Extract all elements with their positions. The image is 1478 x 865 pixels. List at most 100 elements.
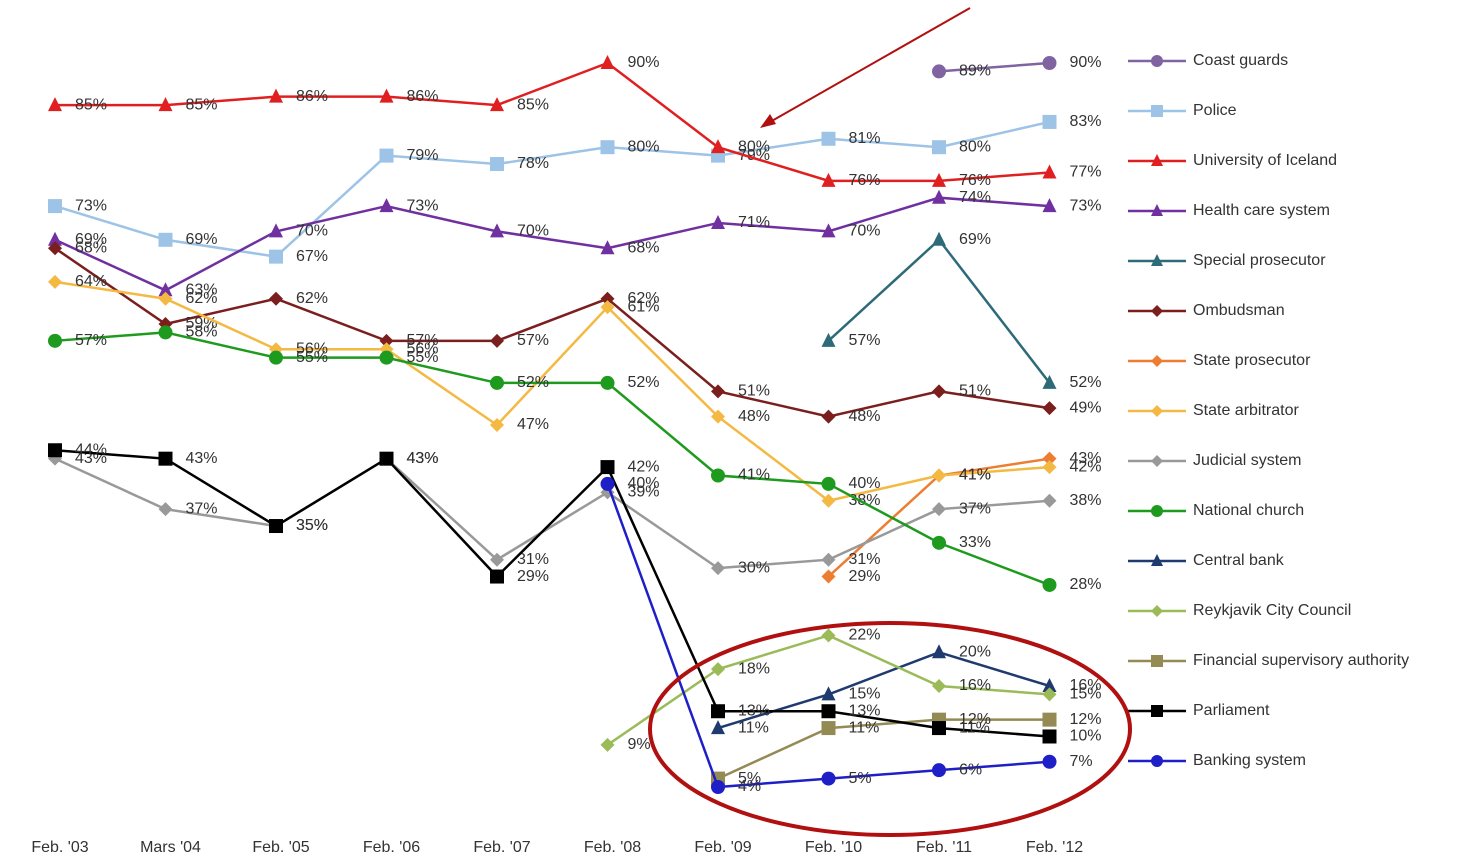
series-line bbox=[54, 120, 1050, 258]
marker bbox=[1042, 198, 1057, 213]
marker bbox=[711, 780, 725, 794]
marker bbox=[269, 519, 283, 534]
data-label: 56% bbox=[407, 340, 439, 357]
data-label: 70% bbox=[296, 223, 328, 240]
data-label: 76% bbox=[849, 172, 881, 189]
marker bbox=[600, 460, 615, 475]
marker bbox=[711, 662, 725, 677]
marker bbox=[490, 333, 504, 348]
legend-item: Reykjavik City Council bbox=[1128, 602, 1351, 619]
marker bbox=[1042, 712, 1057, 727]
data-label: 31% bbox=[517, 551, 549, 568]
marker bbox=[821, 223, 836, 238]
marker bbox=[600, 291, 615, 306]
data-label: 52% bbox=[517, 374, 549, 391]
data-label: 57% bbox=[849, 332, 881, 349]
marker bbox=[711, 704, 725, 719]
data-label: 6% bbox=[959, 761, 982, 778]
data-label: 64% bbox=[75, 273, 107, 290]
marker bbox=[1042, 114, 1057, 129]
data-label: 35% bbox=[296, 517, 328, 534]
data-label: 79% bbox=[407, 147, 439, 164]
data-label: 51% bbox=[738, 383, 770, 400]
data-label: 43% bbox=[407, 450, 439, 467]
marker bbox=[821, 552, 836, 567]
marker bbox=[269, 249, 283, 264]
x-tick-label: Feb. '08 bbox=[584, 839, 641, 856]
data-label: 42% bbox=[628, 458, 660, 475]
legend-label: Reykjavik City Council bbox=[1193, 602, 1351, 619]
legend-label: Financial supervisory authority bbox=[1193, 652, 1409, 669]
data-label: 43% bbox=[1070, 450, 1102, 467]
marker bbox=[158, 451, 173, 466]
data-label: 38% bbox=[1070, 492, 1102, 509]
data-label: 55% bbox=[296, 349, 328, 366]
legend-label: Special prosecutor bbox=[1193, 252, 1326, 269]
marker bbox=[1042, 451, 1057, 466]
data-label: 13% bbox=[738, 702, 770, 719]
data-label: 85% bbox=[75, 96, 107, 113]
data-label: 43% bbox=[186, 450, 218, 467]
data-label: 5% bbox=[738, 770, 761, 787]
data-label: 51% bbox=[959, 383, 991, 400]
data-label: 47% bbox=[517, 416, 549, 433]
legend-label: Central bank bbox=[1193, 552, 1285, 569]
legend-item: State arbitrator bbox=[1128, 402, 1300, 419]
marker bbox=[711, 468, 725, 483]
data-label: 31% bbox=[849, 551, 881, 568]
data-label: 67% bbox=[296, 248, 328, 265]
data-label: 77% bbox=[1070, 164, 1102, 181]
data-label: 57% bbox=[75, 332, 107, 349]
data-label: 62% bbox=[628, 290, 660, 307]
marker bbox=[821, 686, 836, 701]
data-label: 11% bbox=[738, 719, 769, 736]
legend-item: Health care system bbox=[1128, 202, 1330, 219]
marker bbox=[269, 350, 283, 365]
data-label: 5% bbox=[849, 770, 872, 787]
marker bbox=[158, 97, 173, 112]
marker bbox=[711, 139, 725, 154]
legend-marker bbox=[1151, 705, 1163, 717]
marker bbox=[711, 561, 725, 576]
data-label: 22% bbox=[849, 627, 881, 644]
marker bbox=[600, 375, 615, 390]
marker bbox=[600, 300, 615, 315]
marker bbox=[821, 569, 836, 584]
marker bbox=[1042, 687, 1057, 702]
plot-area: Feb. '03 Mars '04 Feb. '05 Feb. '06 Feb. '07… bbox=[31, 52, 1409, 856]
marker bbox=[1042, 56, 1057, 70]
marker bbox=[490, 418, 504, 432]
marker bbox=[490, 569, 504, 584]
marker bbox=[1042, 577, 1057, 592]
data-label: 74% bbox=[959, 189, 991, 206]
marker bbox=[711, 384, 725, 399]
marker bbox=[711, 409, 725, 424]
x-tick-label: Feb. '06 bbox=[363, 839, 420, 856]
marker bbox=[600, 240, 615, 255]
x-tick-label: Feb. '12 bbox=[1026, 839, 1083, 856]
data-label: 57% bbox=[407, 332, 439, 349]
legend-marker bbox=[1151, 154, 1163, 166]
marker bbox=[1042, 401, 1057, 416]
legend-item: Parliament bbox=[1128, 702, 1270, 719]
legend-marker bbox=[1151, 305, 1163, 317]
legend-marker bbox=[1151, 355, 1163, 367]
data-label: 90% bbox=[628, 54, 660, 71]
data-label: 62% bbox=[186, 290, 218, 307]
data-label: 29% bbox=[849, 568, 881, 585]
marker bbox=[711, 720, 725, 735]
legend-item: National church bbox=[1128, 502, 1304, 519]
marker bbox=[48, 199, 62, 214]
marker bbox=[821, 704, 836, 719]
data-label: 73% bbox=[1070, 197, 1102, 214]
marker bbox=[1042, 754, 1057, 769]
legend-label: Health care system bbox=[1193, 202, 1330, 219]
legend-label: Ombudsman bbox=[1193, 302, 1285, 319]
data-label: 85% bbox=[517, 96, 549, 113]
data-label: 57% bbox=[517, 332, 549, 349]
data-label: 68% bbox=[75, 239, 107, 256]
data-label: 38% bbox=[849, 492, 881, 509]
data-label: 18% bbox=[738, 660, 770, 677]
data-label: 76% bbox=[959, 172, 991, 189]
data-label: 80% bbox=[959, 138, 991, 155]
